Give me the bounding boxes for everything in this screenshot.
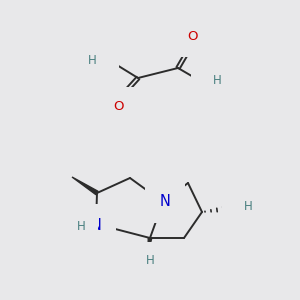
Polygon shape (72, 177, 98, 195)
Text: O: O (113, 100, 123, 113)
Text: O: O (235, 202, 245, 214)
Text: H: H (88, 53, 97, 67)
Polygon shape (148, 238, 152, 253)
Text: O: O (187, 31, 197, 44)
Text: O: O (204, 76, 214, 89)
Text: O: O (95, 56, 106, 68)
Text: N: N (91, 218, 101, 233)
Text: H: H (213, 74, 222, 88)
Text: H: H (146, 254, 154, 266)
Text: N: N (160, 194, 170, 208)
Text: H: H (244, 200, 253, 212)
Text: H: H (77, 220, 86, 232)
